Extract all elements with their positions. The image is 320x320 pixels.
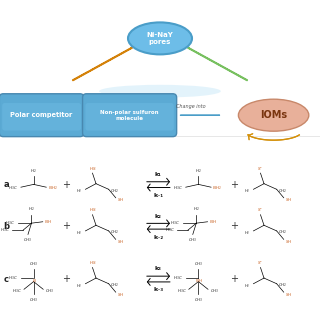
Text: $H_2$: $H_2$: [30, 167, 37, 174]
Text: $SH$: $SH$: [285, 196, 293, 204]
FancyBboxPatch shape: [0, 94, 84, 137]
Text: c: c: [3, 275, 8, 284]
FancyArrowPatch shape: [188, 48, 247, 80]
Text: $NH_2$: $NH_2$: [48, 184, 57, 192]
Text: +: +: [61, 274, 70, 284]
FancyBboxPatch shape: [85, 103, 174, 131]
Text: $CH_2$: $CH_2$: [278, 228, 288, 236]
Ellipse shape: [128, 22, 192, 54]
Text: $CH_2$: $CH_2$: [110, 228, 120, 236]
Text: Non-polar sulfuron
molecule: Non-polar sulfuron molecule: [100, 109, 159, 121]
Text: $SH$: $SH$: [117, 196, 125, 204]
Text: $N$: $N$: [32, 277, 37, 284]
Text: b: b: [3, 222, 9, 231]
Text: +: +: [61, 221, 70, 231]
Text: $NH_2$: $NH_2$: [212, 184, 222, 192]
Text: k₁: k₁: [155, 172, 162, 177]
Text: k₃: k₃: [155, 266, 162, 271]
Text: IOMs: IOMs: [260, 110, 287, 120]
Text: $CH_3$: $CH_3$: [194, 260, 203, 268]
Text: k₋₃: k₋₃: [153, 287, 164, 292]
Ellipse shape: [238, 99, 309, 131]
Text: $H_2$: $H_2$: [76, 282, 82, 290]
Text: $NH$: $NH$: [195, 277, 203, 284]
Text: $H_3C$: $H_3C$: [173, 275, 183, 282]
Text: $S^{\bullet}$: $S^{\bullet}$: [257, 165, 264, 172]
Text: a: a: [3, 180, 9, 189]
Text: $CH_2$: $CH_2$: [110, 187, 120, 195]
Text: +: +: [61, 180, 70, 190]
Text: $CH_3$: $CH_3$: [29, 296, 38, 304]
Text: $H_2$: $H_2$: [193, 206, 200, 213]
Text: $HS$: $HS$: [89, 165, 96, 172]
Text: $S^{\bullet}$: $S^{\bullet}$: [257, 259, 264, 266]
FancyArrowPatch shape: [180, 115, 220, 116]
FancyBboxPatch shape: [83, 94, 177, 137]
Text: $CH_2$: $CH_2$: [278, 281, 288, 289]
Text: $H_2$: $H_2$: [76, 188, 82, 195]
Text: $H_3C$: $H_3C$: [170, 220, 180, 227]
Text: $CH_2$: $CH_2$: [278, 187, 288, 195]
Text: +: +: [230, 274, 237, 284]
Text: $H_2$: $H_2$: [244, 282, 250, 290]
Text: $CH_3$: $CH_3$: [29, 260, 38, 268]
Text: k₂: k₂: [155, 213, 162, 219]
Text: $SH$: $SH$: [285, 291, 293, 298]
Text: $H_3C$: $H_3C$: [8, 184, 18, 192]
Text: $H_2$: $H_2$: [244, 229, 250, 237]
Text: $H_3C$: $H_3C$: [0, 227, 10, 234]
Text: $H_3C$: $H_3C$: [165, 227, 175, 234]
Text: $NH$: $NH$: [44, 218, 52, 225]
Text: $CH_3$: $CH_3$: [45, 287, 55, 295]
Text: $CH_3$: $CH_3$: [188, 236, 197, 244]
Text: $H_3C$: $H_3C$: [177, 287, 187, 295]
Text: $H_2$: $H_2$: [244, 188, 250, 195]
Text: $SH$: $SH$: [285, 238, 293, 245]
Text: $SH$: $SH$: [117, 238, 125, 245]
Text: $HS$: $HS$: [89, 259, 96, 266]
Text: Polar competitor: Polar competitor: [11, 112, 73, 118]
Text: Change into: Change into: [176, 104, 205, 109]
FancyArrowPatch shape: [73, 48, 132, 80]
Text: $H_2$: $H_2$: [28, 206, 35, 213]
Text: $H_3C$: $H_3C$: [12, 287, 22, 295]
Text: $SH$: $SH$: [117, 291, 125, 298]
Text: $CH_2$: $CH_2$: [110, 281, 120, 289]
Text: $CH_3$: $CH_3$: [210, 287, 220, 295]
Text: $HS$: $HS$: [89, 206, 96, 213]
Text: +: +: [230, 221, 237, 231]
Text: $H_2$: $H_2$: [195, 167, 202, 174]
Text: +: +: [230, 180, 237, 190]
Text: $CH_3$: $CH_3$: [23, 236, 33, 244]
Text: $H_2$: $H_2$: [76, 229, 82, 237]
Text: $H_3C$: $H_3C$: [173, 184, 183, 192]
Ellipse shape: [99, 85, 221, 98]
Text: Competitive
reaction: Competitive reaction: [77, 48, 111, 75]
Text: $CH_3$: $CH_3$: [194, 296, 203, 304]
Text: Ni-NaY
pores: Ni-NaY pores: [147, 32, 173, 45]
Text: $H_3C$: $H_3C$: [5, 220, 15, 227]
Text: k₋₂: k₋₂: [153, 235, 164, 240]
Text: $NH$: $NH$: [209, 218, 217, 225]
FancyBboxPatch shape: [2, 103, 81, 131]
Text: $H_3C$: $H_3C$: [8, 275, 18, 282]
Text: $S^{\bullet}$: $S^{\bullet}$: [257, 206, 264, 213]
Text: k₋₁: k₋₁: [153, 193, 164, 198]
Text: Competitive
reaction: Competitive reaction: [209, 48, 243, 75]
